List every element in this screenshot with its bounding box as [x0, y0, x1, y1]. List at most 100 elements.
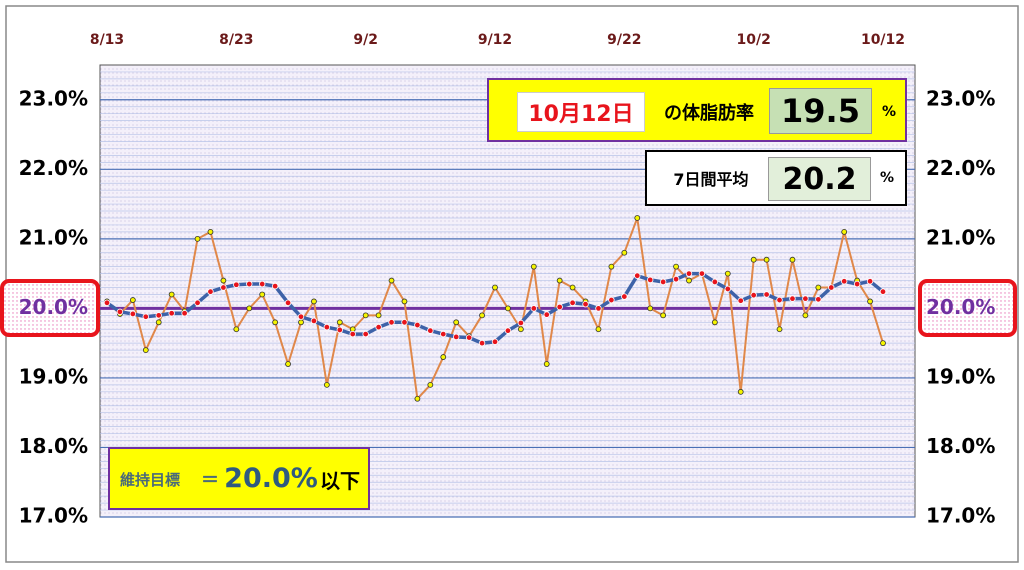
data-point	[168, 291, 175, 298]
data-point	[724, 270, 731, 277]
y2-tick-label: 17.0%	[926, 504, 995, 528]
highlight-box	[918, 279, 1017, 337]
data-point	[220, 284, 227, 291]
data-point	[362, 312, 369, 319]
data-point	[815, 284, 822, 291]
data-point	[168, 310, 175, 317]
data-point	[271, 282, 279, 290]
highlight-box	[0, 279, 100, 337]
data-point	[479, 312, 485, 319]
data-point	[388, 277, 395, 284]
data-point	[311, 298, 317, 305]
data-point	[427, 381, 434, 388]
x-tick-label: 10/2	[736, 32, 770, 48]
data-point	[401, 319, 408, 326]
data-point	[272, 319, 279, 326]
data-point	[414, 321, 421, 329]
data-point	[802, 312, 809, 319]
data-point	[711, 278, 719, 286]
data-point	[491, 338, 499, 345]
data-point	[750, 256, 757, 263]
data-point	[737, 297, 744, 304]
goal-suffix: 以下	[320, 468, 360, 493]
data-point	[336, 326, 343, 334]
data-point	[453, 333, 460, 341]
x-tick-label: 9/22	[607, 32, 641, 48]
y2-tick-label: 19.0%	[926, 364, 995, 388]
data-point	[659, 278, 667, 286]
data-point	[453, 319, 460, 326]
data-point	[621, 249, 628, 256]
data-point	[867, 298, 873, 305]
data-point	[388, 319, 395, 326]
data-point	[246, 280, 253, 288]
data-point	[556, 277, 563, 284]
latest-box: 10月12日 の体脂肪率 19.5 %	[487, 78, 907, 142]
data-point	[582, 301, 589, 308]
data-point	[724, 285, 731, 293]
goal-box: 維持目標 ＝ 20.0% 以下	[108, 447, 370, 510]
data-point	[595, 305, 602, 312]
data-point	[103, 299, 111, 307]
data-point	[543, 361, 550, 367]
data-point	[142, 313, 149, 320]
data-point	[673, 263, 679, 270]
y-tick-label: 19.0%	[19, 364, 88, 388]
x-tick-label: 10/12	[861, 32, 905, 48]
data-point	[155, 312, 162, 319]
data-point	[569, 284, 576, 291]
data-point	[440, 354, 447, 360]
y2-tick-label: 23.0%	[926, 86, 995, 110]
y-tick-label: 23.0%	[19, 86, 88, 110]
data-point	[155, 319, 162, 326]
data-point	[336, 319, 343, 326]
data-point	[504, 327, 512, 334]
data-point	[853, 280, 861, 288]
average-unit: %	[879, 170, 895, 186]
data-point	[492, 284, 498, 291]
data-point	[647, 276, 654, 284]
data-point	[142, 347, 149, 354]
data-point	[465, 334, 473, 341]
data-point	[750, 291, 757, 299]
latest-text: の体脂肪率	[664, 103, 754, 124]
data-point	[246, 305, 253, 312]
data-point	[879, 288, 887, 295]
y2-tick-label: 18.0%	[926, 434, 995, 458]
data-point	[220, 277, 227, 284]
latest-value: 19.5	[769, 88, 872, 134]
data-point	[427, 327, 434, 334]
data-point	[349, 330, 356, 338]
data-point	[828, 284, 835, 291]
data-point	[259, 280, 266, 288]
data-point	[259, 291, 266, 298]
data-point	[323, 381, 330, 388]
data-point	[789, 256, 796, 263]
data-point	[841, 228, 848, 235]
data-point	[440, 330, 447, 338]
data-point	[763, 291, 770, 298]
data-point	[323, 323, 331, 331]
y-tick-label: 18.0%	[19, 434, 88, 458]
data-point	[647, 305, 654, 312]
goal-value: 20.0%	[224, 462, 318, 494]
average-box: 7日間平均 20.2 %	[645, 150, 907, 206]
data-point	[880, 340, 886, 347]
x-tick-label: 9/12	[478, 32, 512, 48]
y2-tick-label: 21.0%	[926, 225, 995, 249]
data-point	[866, 278, 874, 285]
data-point	[478, 339, 486, 347]
data-point	[233, 326, 240, 333]
data-point	[517, 326, 524, 333]
data-point	[297, 313, 305, 320]
y2-tick-label: 20.0%	[926, 295, 995, 319]
data-point	[375, 312, 382, 319]
latest-date: 10月12日	[517, 92, 645, 132]
data-point	[375, 323, 382, 331]
x-tick-label: 9/2	[353, 32, 378, 48]
data-point	[569, 299, 576, 307]
data-point	[608, 296, 615, 304]
data-point	[298, 319, 304, 326]
data-point	[608, 263, 615, 270]
